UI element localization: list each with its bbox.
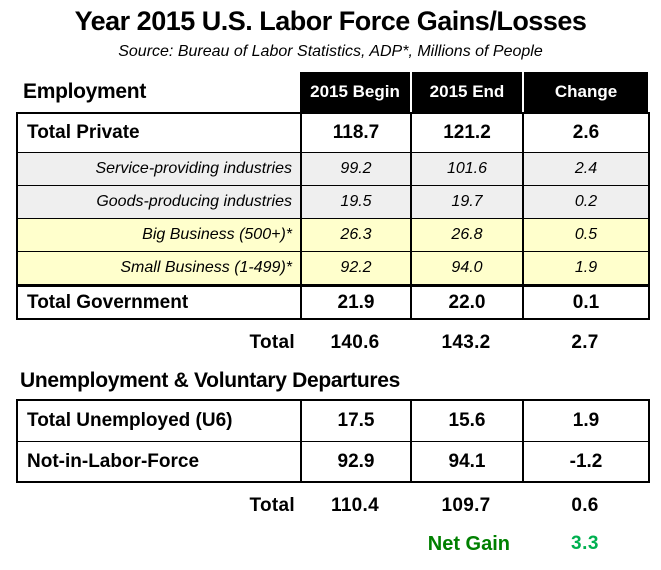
employment-total-row: Total 140.6 143.2 2.7	[18, 323, 648, 363]
total-2015-end: 109.7	[441, 495, 491, 516]
unemployment-section-heading: Unemployment & Voluntary Departures	[20, 369, 401, 392]
value-change: 2.6	[522, 114, 648, 152]
row-label: Total Unemployed (U6)	[27, 410, 233, 431]
value-2015-begin: 92.9	[300, 442, 410, 481]
page-title: Year 2015 U.S. Labor Force Gains/Losses	[74, 6, 587, 36]
value-2015-begin: 17.5	[300, 401, 410, 441]
table-row-total-government: Total Government 21.9 22.0 0.1	[18, 284, 648, 318]
total-label: Total	[249, 332, 295, 353]
table-row-service-providing: Service-providing industries 99.2 101.6 …	[18, 152, 648, 185]
column-header-2015-begin: 2015 Begin	[300, 72, 410, 112]
column-header-change: Change	[522, 72, 648, 112]
row-label: Total Government	[27, 291, 189, 313]
row-label: Small Business (1-499)*	[120, 259, 292, 276]
value-2015-begin: 118.7	[300, 114, 410, 152]
value-2015-begin: 19.5	[300, 186, 410, 218]
column-header-2015-end: 2015 End	[410, 72, 522, 112]
total-change: 2.7	[571, 332, 599, 353]
value-2015-end: 101.6	[410, 153, 522, 185]
total-2015-begin: 140.6	[330, 332, 380, 353]
row-label: Big Business (500+)*	[142, 226, 292, 243]
employment-section-heading: Employment	[18, 72, 300, 112]
source-line: Source: Bureau of Labor Statistics, ADP*…	[118, 43, 543, 60]
value-change: 2.4	[522, 153, 648, 185]
table-row-not-in-labor-force: Not-in-Labor-Force 92.9 94.1 -1.2	[18, 441, 648, 481]
total-2015-begin: 110.4	[331, 495, 379, 516]
table-row-big-business: Big Business (500+)* 26.3 26.8 0.5	[18, 218, 648, 251]
value-2015-end: 94.0	[410, 252, 522, 284]
value-2015-end: 121.2	[410, 114, 522, 152]
table-row-small-business: Small Business (1-499)* 92.2 94.0 1.9	[18, 251, 648, 284]
employment-header-row: Employment 2015 Begin 2015 End Change	[18, 72, 648, 112]
value-2015-begin: 26.3	[300, 219, 410, 251]
value-2015-end: 22.0	[410, 287, 522, 318]
value-change: 0.2	[522, 186, 648, 218]
table-row-total-unemployed: Total Unemployed (U6) 17.5 15.6 1.9	[18, 401, 648, 441]
row-label: Goods-producing industries	[96, 193, 292, 210]
total-2015-end: 143.2	[441, 332, 491, 353]
value-2015-end: 19.7	[410, 186, 522, 218]
value-2015-end: 26.8	[410, 219, 522, 251]
row-label: Total Private	[27, 122, 140, 143]
value-2015-begin: 92.2	[300, 252, 410, 284]
employment-table: Total Private 118.7 121.2 2.6 Service-pr…	[16, 112, 650, 320]
unemployment-total-row: Total 110.4 109.7 0.6	[18, 486, 648, 526]
net-gain-label: Net Gain	[427, 532, 510, 555]
net-gain-value: 3.3	[571, 533, 599, 554]
value-change: -1.2	[522, 442, 648, 481]
unemployment-table: Total Unemployed (U6) 17.5 15.6 1.9 Not-…	[16, 399, 650, 483]
total-label: Total	[249, 495, 295, 516]
net-gain-row: Net Gain 3.3	[18, 526, 648, 562]
row-label: Not-in-Labor-Force	[27, 450, 200, 472]
value-change: 0.1	[522, 287, 648, 318]
table-row-goods-producing: Goods-producing industries 19.5 19.7 0.2	[18, 185, 648, 218]
table-row-total-private: Total Private 118.7 121.2 2.6	[18, 114, 648, 152]
value-2015-begin: 99.2	[300, 153, 410, 185]
value-2015-begin: 21.9	[300, 287, 410, 318]
value-2015-end: 94.1	[410, 442, 522, 481]
total-change: 0.6	[571, 495, 599, 516]
value-2015-end: 15.6	[410, 401, 522, 441]
value-change: 1.9	[522, 401, 648, 441]
row-label: Service-providing industries	[95, 160, 292, 177]
value-change: 0.5	[522, 219, 648, 251]
value-change: 1.9	[522, 252, 648, 284]
